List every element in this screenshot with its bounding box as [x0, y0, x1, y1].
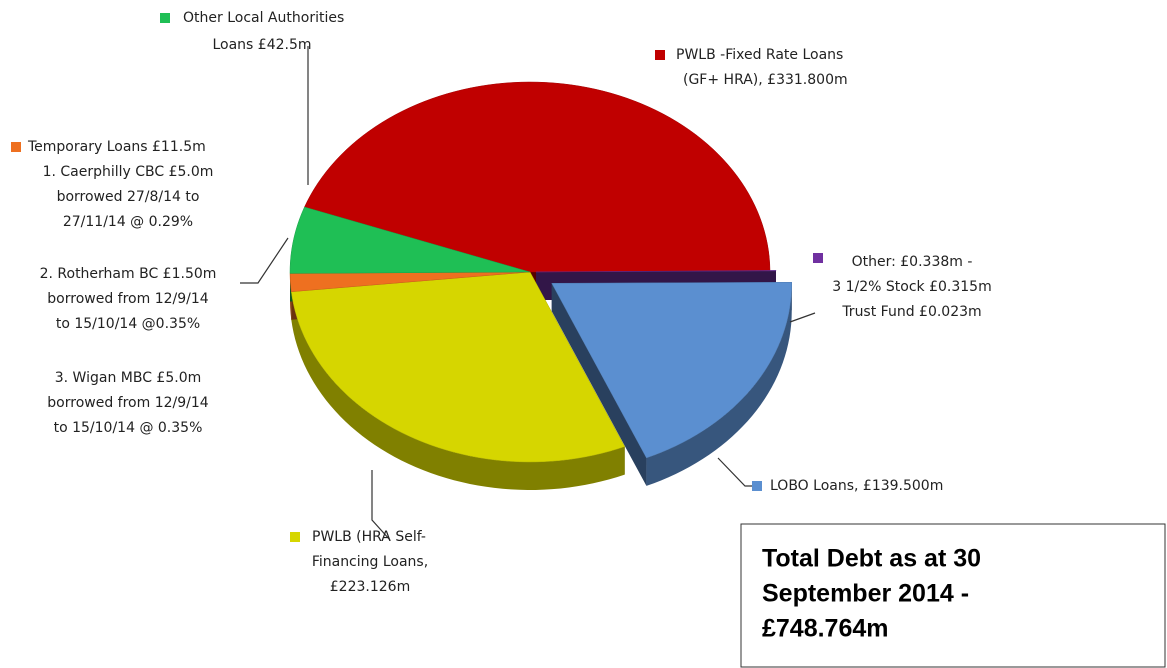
legend-marker: [752, 481, 762, 491]
slice-label: borrowed 27/8/14 to: [57, 189, 200, 205]
slice-label: Loans £42.5m: [212, 37, 311, 53]
leader-line: [371, 470, 391, 541]
note-text: 3. Wigan MBC £5.0m: [55, 370, 202, 386]
slice-label: Other Local Authorities: [183, 10, 344, 26]
slice-label: 1. Caerphilly CBC £5.0m: [43, 164, 214, 180]
pie-slice: [291, 271, 626, 463]
pie-tops: [289, 81, 792, 463]
slice-label: £223.126m: [330, 579, 410, 595]
slice-label: LOBO Loans, £139.500m: [770, 478, 943, 494]
slice-label: PWLB -Fixed Rate Loans: [676, 47, 843, 63]
slice-side: [551, 283, 647, 486]
slice-label: Trust Fund £0.023m: [841, 304, 981, 320]
slice-label: 27/11/14 @ 0.29%: [63, 214, 193, 230]
labels: PWLB -Fixed Rate Loans (GF+ HRA), £331.80…: [11, 10, 992, 595]
pie-slice: [304, 81, 771, 273]
note-text: to 15/10/14 @0.35%: [56, 316, 200, 332]
slice-label: Temporary Loans £11.5m: [27, 139, 206, 155]
total-text: September 2014 -: [762, 580, 969, 608]
total-text: Total Debt as at 30: [762, 545, 981, 573]
total-text: £748.764m: [762, 615, 889, 643]
slice-label: PWLB (HRA Self-: [312, 529, 426, 545]
pie-slice: [289, 206, 531, 274]
note-text: 2. Rotherham BC £1.50m: [40, 266, 217, 282]
pie-slice: [535, 270, 777, 273]
pie-slice: [551, 281, 792, 459]
legend-marker: [11, 142, 21, 152]
note-text: borrowed from 12/9/14: [47, 291, 208, 307]
total-box: [740, 523, 1166, 668]
slice-label: Other: £0.338m -: [852, 254, 973, 270]
legend-marker: [655, 50, 665, 60]
note-text: borrowed from 12/9/14: [47, 395, 208, 411]
note-text: to 15/10/14 @ 0.35%: [54, 420, 203, 436]
legend-marker: [290, 532, 300, 542]
legend-marker: [160, 13, 170, 23]
slice-label: 3 1/2% Stock £0.315m: [832, 279, 991, 295]
slice-wall: [646, 283, 792, 486]
legend-marker: [813, 253, 823, 263]
leader-line: [240, 237, 289, 284]
slice-wall: [291, 291, 625, 490]
slice-label: (GF+ HRA), £331.800m: [683, 72, 848, 88]
leader-line: [789, 312, 816, 323]
leader-line: [717, 457, 757, 487]
slice-label: Financing Loans,: [312, 554, 428, 570]
